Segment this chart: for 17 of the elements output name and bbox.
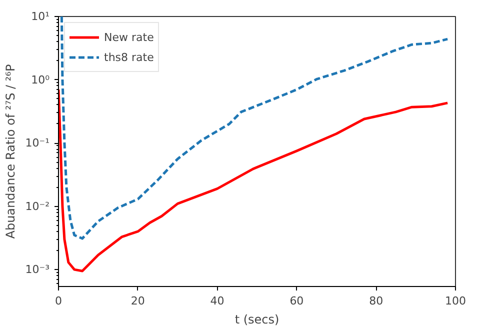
x-axis-title: t (secs) [234,312,280,326]
legend-label: ths8 rate [104,50,154,64]
x-tick-label: 60 [290,294,304,308]
y-tick-label: 10⁻³ [25,263,50,276]
legend-label: New rate [104,30,154,44]
y-axis-title: Abuandance Ratio of ²⁷S / ²⁶P [3,64,18,239]
x-tick-label: 40 [210,294,224,308]
y-tick-label: 10¹ [31,10,50,23]
y-tick-label: 10⁰ [31,73,50,86]
line-series [58,88,449,272]
y-tick-label: 10⁻¹ [25,136,50,150]
x-tick-label: 0 [55,294,62,308]
x-tick-label: 20 [130,294,145,308]
x-tick-label: 80 [369,294,384,308]
x-tick-label: 100 [445,294,466,308]
y-tick-label: 10⁻² [25,200,50,213]
line-series [60,16,449,240]
